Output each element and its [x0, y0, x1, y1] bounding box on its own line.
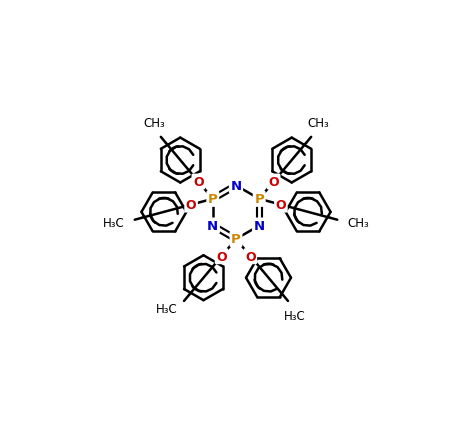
Text: O: O [193, 176, 203, 189]
Text: N: N [230, 180, 242, 192]
Text: H₃C: H₃C [284, 309, 305, 322]
Text: O: O [245, 250, 256, 263]
Text: O: O [269, 176, 279, 189]
Text: H₃C: H₃C [156, 302, 177, 316]
Text: P: P [254, 193, 264, 206]
Text: CH₃: CH₃ [347, 217, 369, 229]
Text: CH₃: CH₃ [143, 117, 165, 130]
Text: P: P [208, 193, 218, 206]
Text: CH₃: CH₃ [307, 117, 329, 130]
Text: P: P [231, 233, 241, 246]
Text: O: O [186, 199, 196, 212]
Text: N: N [253, 220, 265, 233]
Text: O: O [276, 199, 286, 212]
Text: H₃C: H₃C [103, 217, 125, 229]
Text: N: N [207, 220, 219, 233]
Text: O: O [216, 250, 227, 263]
